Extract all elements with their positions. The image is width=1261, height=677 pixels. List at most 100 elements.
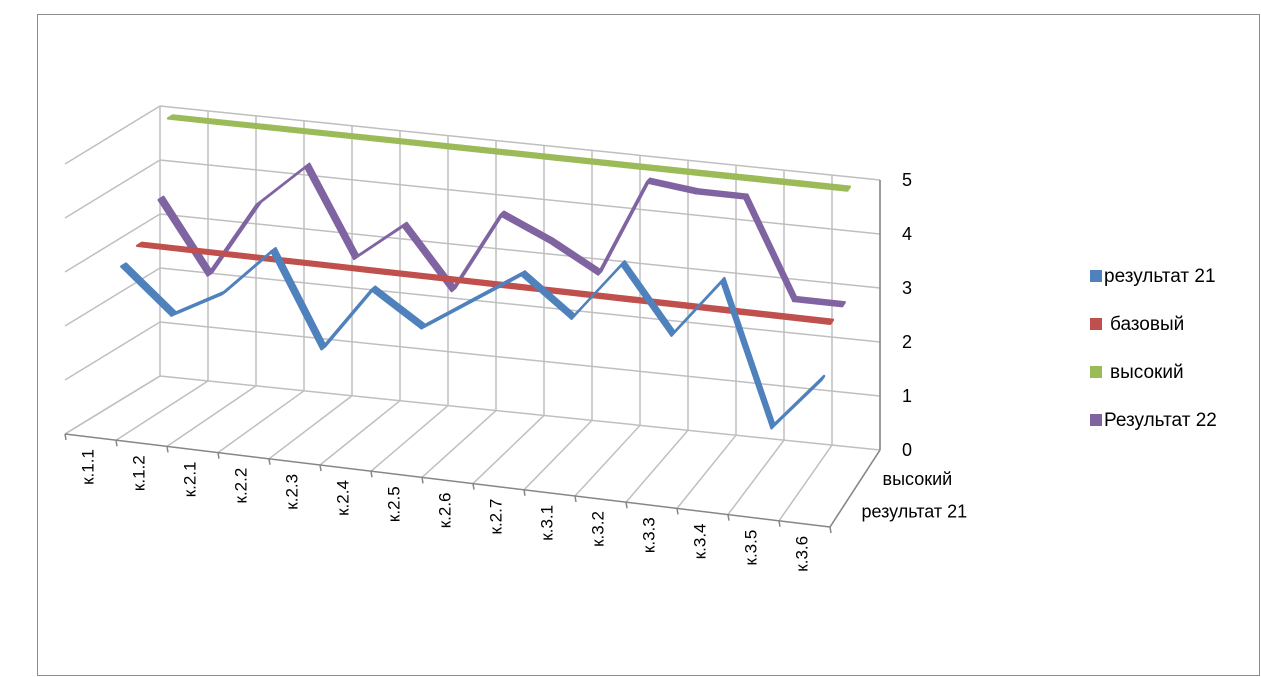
- back-horizontal-gridline: [159, 213, 881, 289]
- back-wall-grid: [159, 105, 881, 451]
- floor-gridline: [523, 419, 593, 491]
- series-segment: [136, 241, 193, 253]
- left-wall-gridline: [64, 321, 161, 381]
- category-tick-mark: [676, 508, 679, 515]
- series-segment: [360, 134, 416, 146]
- legend-label: высокий: [1110, 362, 1184, 383]
- back-horizontal-gridline: [159, 267, 881, 343]
- floor-gridline: [676, 434, 737, 509]
- left-wall-gridline: [64, 213, 161, 273]
- value-tick-label: 3: [902, 278, 912, 298]
- category-tick-mark: [115, 440, 118, 447]
- category-label: к.3.2: [589, 511, 608, 547]
- depth-axis-label: результат 21: [862, 501, 968, 521]
- category-tick-mark: [64, 433, 67, 441]
- floor-gridline: [574, 424, 641, 497]
- series-layer: [120, 114, 852, 430]
- left-wall-gridline: [64, 105, 161, 165]
- legend-item: базовый: [1090, 314, 1184, 335]
- category-label: к.2.1: [181, 462, 200, 498]
- series-segment: [120, 262, 178, 317]
- axes: [64, 180, 881, 534]
- category-label: к.3.1: [538, 505, 557, 541]
- series-базовый: [136, 241, 835, 325]
- floor-gridline: [727, 439, 785, 516]
- floor-gridline: [421, 409, 497, 478]
- series-Результат-22: [157, 162, 846, 308]
- series-segment: [730, 307, 785, 320]
- series-segment: [166, 114, 223, 125]
- series-segment: [596, 177, 652, 276]
- floor-gridline: [625, 429, 689, 503]
- series-segment: [770, 374, 826, 430]
- category-tick-mark: [778, 520, 781, 527]
- category-tick-mark: [319, 464, 322, 472]
- legend-item: Результат 22: [1090, 410, 1217, 431]
- series-segment: [334, 263, 390, 275]
- category-tick-mark: [370, 471, 373, 478]
- category-label: к.3.4: [691, 524, 710, 560]
- series-segment: [284, 258, 341, 270]
- series-результат-21: [120, 247, 826, 430]
- series-segment: [170, 290, 227, 317]
- category-label: к.1.2: [130, 455, 149, 491]
- series-segment: [680, 302, 736, 314]
- category-label: к.3.3: [640, 517, 659, 553]
- category-tick-mark: [727, 514, 730, 521]
- left-wall-gridline: [64, 267, 161, 327]
- depth-axis-line: [829, 449, 881, 528]
- floor-gridline: [472, 414, 545, 485]
- legend-swatch: [1090, 270, 1102, 282]
- series-segment: [603, 160, 658, 172]
- floor-gridline: [64, 375, 161, 435]
- series-segment: [554, 154, 610, 167]
- floor-gridline: [778, 444, 833, 522]
- floor-grid: [64, 375, 881, 528]
- series-segment: [748, 175, 803, 187]
- series-segment: [651, 165, 706, 177]
- legend-swatch: [1090, 366, 1102, 378]
- category-tick-mark: [268, 458, 271, 465]
- floor-gridline: [370, 405, 449, 472]
- series-segment: [499, 210, 554, 244]
- category-tick-mark: [829, 526, 832, 534]
- value-tick-label: 5: [902, 170, 912, 190]
- category-label: к.3.5: [742, 530, 761, 566]
- floor-gridline: [268, 395, 353, 460]
- category-tick-mark: [523, 489, 526, 496]
- category-label: к.1.1: [79, 449, 98, 485]
- series-segment: [457, 144, 513, 156]
- series-высокий: [166, 114, 852, 192]
- series-segment: [694, 188, 749, 200]
- category-tick-mark: [166, 446, 169, 453]
- series-segment: [792, 295, 846, 308]
- series-segment: [547, 237, 603, 276]
- legend-item: результат 21: [1090, 266, 1216, 287]
- series-segment: [352, 221, 408, 261]
- floor-gridline: [217, 390, 305, 454]
- legend-swatch: [1090, 414, 1102, 426]
- category-label: к.2.2: [232, 468, 251, 504]
- series-segment: [263, 124, 320, 136]
- series-segment: [409, 139, 465, 151]
- floor-gridline: [166, 385, 257, 448]
- legend-label: результат 21: [1104, 266, 1216, 287]
- series-segment: [720, 276, 776, 430]
- legend-label: базовый: [1110, 314, 1184, 335]
- series-segment: [206, 200, 262, 277]
- legend-label: Результат 22: [1104, 410, 1217, 431]
- category-tick-mark: [625, 502, 628, 509]
- category-tick-mark: [217, 452, 220, 459]
- value-tick-label: 0: [902, 440, 912, 460]
- series-segment: [700, 170, 755, 182]
- axis-labels: 0 1 2 3 4 5 высокий результат 21 к.1.1 к.1.2 к.2.1…: [79, 170, 968, 572]
- back-horizontal-gridline: [159, 375, 881, 451]
- series-segment: [645, 177, 700, 195]
- back-horizontal-gridline: [159, 105, 881, 181]
- series-segment: [320, 285, 377, 351]
- category-label: к.2.7: [487, 499, 506, 535]
- category-label: к.2.5: [385, 486, 404, 522]
- series-segment: [779, 313, 835, 325]
- value-tick-label: 2: [902, 332, 912, 352]
